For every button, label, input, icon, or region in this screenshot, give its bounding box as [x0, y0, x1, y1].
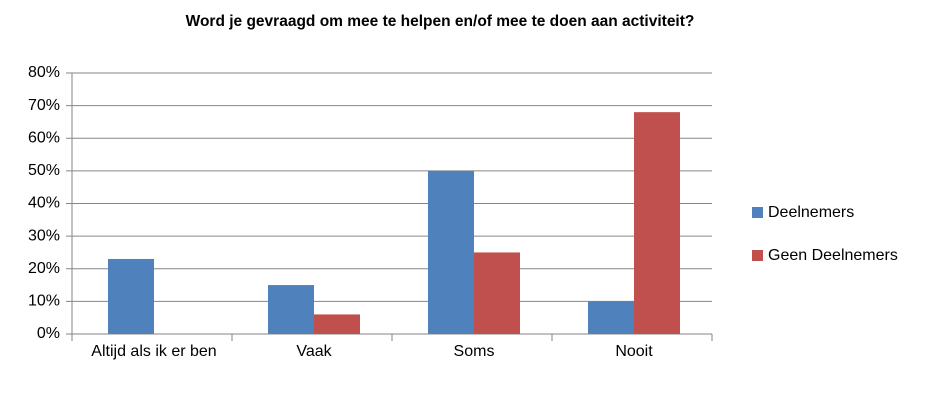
y-tick-label: 40% [28, 195, 60, 212]
x-tick-label: Nooit [615, 343, 653, 360]
x-tick-label: Altijd als ik er ben [91, 343, 217, 360]
y-tick-label: 60% [28, 129, 60, 146]
bar [108, 258, 154, 334]
y-tick-label: 50% [28, 162, 60, 179]
bar [314, 314, 360, 334]
y-tick-label: 70% [28, 97, 60, 114]
bar [428, 170, 474, 334]
x-tick-label: Vaak [296, 343, 332, 360]
bar [268, 285, 314, 334]
bar [634, 112, 680, 335]
legend-label: Geen Deelnemers [768, 247, 898, 264]
y-tick-label: 30% [28, 227, 60, 244]
x-tick-label: Soms [453, 343, 495, 360]
legend-swatch [752, 207, 763, 218]
legend-label: Deelnemers [768, 204, 854, 221]
bar [474, 252, 520, 334]
y-tick-label: 80% [28, 64, 60, 81]
chart-title: Word je gevraagd om mee te helpen en/of … [186, 13, 695, 30]
legend-swatch [752, 250, 763, 261]
bar [588, 301, 634, 334]
y-tick-label: 10% [28, 293, 60, 310]
y-tick-label: 20% [28, 260, 60, 277]
y-tick-label: 0% [37, 325, 60, 342]
